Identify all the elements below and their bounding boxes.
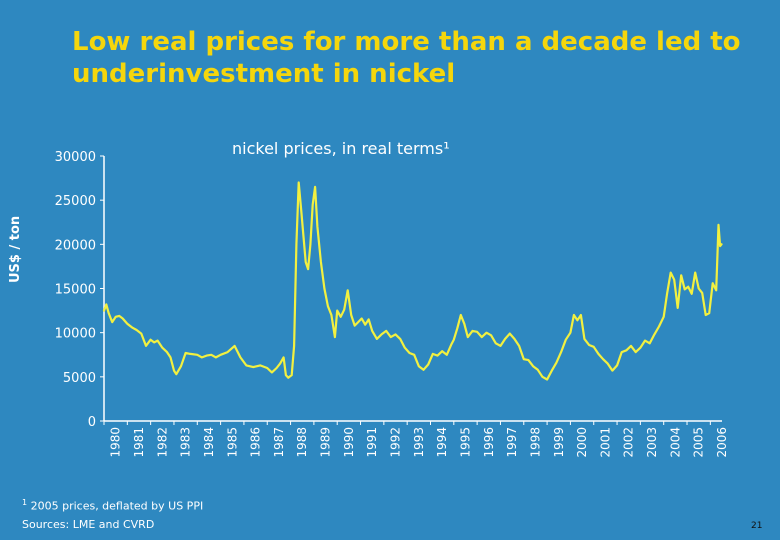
x-tick-label: 1987 bbox=[272, 427, 286, 458]
x-tick-label: 1989 bbox=[319, 427, 333, 458]
chart-title: nickel prices, in real terms¹ bbox=[232, 139, 450, 158]
x-tick-label: 1986 bbox=[249, 427, 263, 458]
title-line-1: Low real prices for more than a decade l… bbox=[72, 27, 741, 57]
footnote: 1 2005 prices, deflated by US PPI bbox=[22, 498, 203, 513]
y-tick-label: 0 bbox=[88, 415, 96, 430]
x-tick-label: 2000 bbox=[575, 427, 589, 458]
x-tick-label: 1980 bbox=[109, 427, 123, 458]
chart-axes bbox=[103, 156, 722, 422]
y-tick-label: 5000 bbox=[63, 371, 96, 386]
page-number: 21 bbox=[751, 521, 763, 531]
y-tick-label: 15000 bbox=[55, 283, 96, 298]
footnote-mark: 1 bbox=[22, 498, 28, 507]
y-tick-label: 30000 bbox=[55, 150, 96, 165]
x-tick-label: 1990 bbox=[342, 427, 356, 458]
x-tick-label: 1991 bbox=[365, 427, 379, 458]
x-tick-label: 2004 bbox=[668, 427, 682, 458]
chart-series bbox=[102, 181, 723, 381]
x-tick-label: 2003 bbox=[645, 427, 659, 458]
x-tick-label: 1985 bbox=[225, 427, 239, 458]
x-axis-ticks: 1980 1981 1982 1983 1984 1985 1986 1987 1988 1989… bbox=[103, 421, 729, 458]
y-tick-label: 20000 bbox=[55, 238, 96, 253]
footnote-text: 2005 prices, deflated by US PPI bbox=[30, 499, 204, 513]
x-tick-label: 1996 bbox=[482, 427, 496, 458]
x-tick-label: 1995 bbox=[458, 427, 472, 458]
sources-text: Sources: LME and CVRD bbox=[22, 518, 155, 531]
slide-title: Low real prices for more than a decade l… bbox=[72, 26, 780, 90]
x-tick-label: 1981 bbox=[132, 427, 146, 458]
x-tick-label: 2001 bbox=[598, 427, 612, 458]
title-line-2: underinvestment in nickel bbox=[72, 59, 456, 89]
price-series-line bbox=[102, 181, 723, 381]
x-tick-label: 1983 bbox=[179, 427, 193, 458]
y-tick-label: 25000 bbox=[55, 194, 96, 209]
x-tick-label: 1982 bbox=[155, 427, 169, 458]
x-tick-label: 1988 bbox=[295, 427, 309, 458]
x-tick-label: 1993 bbox=[412, 427, 426, 458]
x-tick-label: 1997 bbox=[505, 427, 519, 458]
x-tick-label: 1992 bbox=[389, 427, 403, 458]
y-tick-label: 10000 bbox=[55, 327, 96, 342]
x-tick-label: 2002 bbox=[622, 427, 636, 458]
x-tick-label: 2005 bbox=[692, 427, 706, 458]
x-tick-label: 2006 bbox=[715, 427, 729, 458]
y-axis-ticks: 0 5000 10000 15000 20000 25000 30000 bbox=[55, 150, 104, 430]
x-tick-label: 1998 bbox=[528, 427, 542, 458]
x-tick-label: 1984 bbox=[202, 427, 216, 458]
x-tick-label: 1994 bbox=[435, 427, 449, 458]
x-tick-label: 1999 bbox=[552, 427, 566, 458]
